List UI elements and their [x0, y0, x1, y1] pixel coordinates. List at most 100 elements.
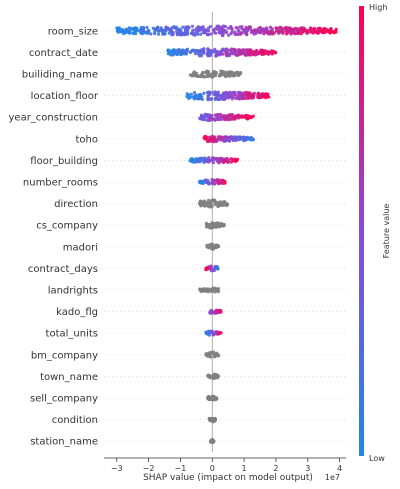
shap-point: [224, 139, 228, 143]
shap-point: [197, 28, 201, 32]
shap-point: [237, 29, 241, 33]
shap-point: [212, 268, 216, 272]
feature-label: total_units: [46, 329, 98, 340]
shap-point: [228, 135, 232, 139]
shap-point: [175, 52, 180, 56]
shap-point: [263, 49, 267, 53]
shap-point: [200, 203, 204, 207]
shap-point: [213, 96, 217, 100]
shap-point: [177, 30, 181, 34]
shap-point: [274, 50, 278, 55]
shap-point: [139, 29, 143, 34]
shap-point: [230, 47, 234, 51]
shap-point: [223, 114, 227, 118]
shap-point: [194, 50, 198, 54]
shap-point: [247, 53, 251, 57]
shap-point: [204, 352, 208, 356]
feature-labels: room_size contract_date builiding_nameloca…: [9, 26, 99, 447]
shap-point: [218, 97, 222, 101]
feature-swarm: [208, 308, 223, 315]
shap-point: [222, 160, 226, 164]
shap-point: [201, 48, 205, 53]
feature-label: station_name: [30, 437, 98, 448]
shap-point: [209, 97, 214, 101]
x-axis-scale: 1e7: [325, 473, 340, 482]
shap-point: [271, 32, 275, 36]
shap-point: [189, 31, 194, 35]
shap-point: [200, 97, 204, 101]
feature-label: landrights: [48, 286, 98, 297]
shap-point: [296, 28, 300, 32]
shap-point: [190, 157, 194, 161]
shap-point: [214, 245, 218, 250]
colorbar-high-label: High: [369, 3, 387, 12]
shap-point: [208, 74, 212, 78]
shap-point: [221, 181, 225, 185]
shap-point: [172, 51, 176, 55]
shap-point: [178, 27, 182, 31]
shap-point: [268, 31, 272, 35]
feature-swarm: [197, 198, 230, 209]
shap-point: [124, 30, 128, 35]
shap-point: [216, 353, 221, 357]
shap-point: [223, 117, 227, 122]
shap-point: [198, 180, 202, 184]
shap-point: [190, 95, 194, 99]
shap-point: [236, 137, 240, 141]
feature-label: condition: [52, 415, 98, 426]
shap-point: [327, 30, 332, 34]
shap-point: [167, 31, 171, 35]
shap-point: [224, 50, 228, 55]
shap-point: [226, 92, 230, 96]
shap-point: [229, 32, 233, 36]
shap-point: [242, 135, 247, 139]
shap-point: [236, 32, 240, 37]
shap-point: [219, 69, 223, 73]
shap-point: [246, 114, 250, 118]
feature-label: room_size: [48, 26, 98, 37]
shap-point: [265, 93, 269, 98]
x-tick-label: 2: [273, 464, 278, 473]
shap-point: [259, 50, 263, 54]
shap-point: [245, 33, 249, 37]
shap-point: [226, 26, 230, 30]
shap-point: [225, 30, 229, 35]
shap-point: [311, 30, 315, 34]
feature-label: bm_company: [31, 350, 98, 361]
shap-point: [287, 28, 291, 32]
feature-swarm: [198, 177, 227, 186]
feature-label: kado_flg: [56, 307, 98, 318]
shap-point: [205, 52, 209, 57]
shap-point: [213, 395, 217, 400]
feature-label: year_construction: [9, 113, 99, 124]
shap-point: [220, 28, 225, 32]
shap-point: [251, 29, 255, 34]
shap-point: [207, 118, 211, 122]
shap-point: [208, 267, 212, 271]
shap-point: [247, 49, 251, 54]
feature-swarm: [198, 112, 256, 122]
shap-point: [240, 136, 244, 141]
shap-point: [242, 28, 246, 32]
shap-point: [199, 32, 203, 36]
shap-point: [220, 117, 225, 121]
shap-point: [117, 26, 121, 30]
shap-point: [268, 25, 273, 29]
shap-point: [254, 28, 258, 32]
feature-label: contract_days: [28, 264, 98, 275]
shap-point: [305, 30, 309, 34]
shap-point: [212, 355, 217, 359]
shap-point: [214, 73, 218, 78]
shap-point: [220, 223, 224, 228]
shap-point: [198, 95, 202, 99]
shap-point: [175, 33, 180, 37]
shap-point: [174, 25, 179, 29]
shap-point: [200, 158, 204, 162]
shap-point: [215, 375, 220, 379]
shap-point: [204, 221, 209, 225]
shap-point: [322, 26, 327, 31]
shap-point: [234, 71, 238, 75]
shap-point: [203, 203, 207, 208]
shap-point: [263, 95, 267, 99]
